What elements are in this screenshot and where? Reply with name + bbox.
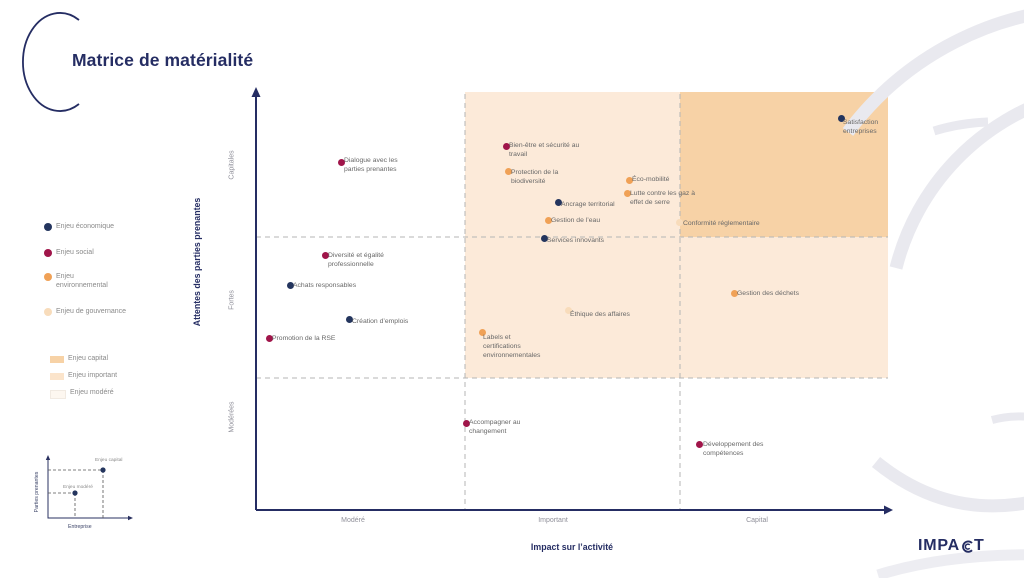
environnemental-dot-icon	[44, 273, 52, 281]
point-label: Gestion des déchets	[737, 290, 799, 297]
economique-dot-icon	[44, 223, 52, 231]
point-label: Gestion de l’eau	[551, 217, 601, 224]
legend-item-zone-modere: Enjeu modéré	[50, 389, 114, 399]
point-label: Éco-mobilité	[632, 176, 670, 183]
point-dot-icon	[540, 234, 548, 242]
point-dot-icon	[337, 158, 345, 166]
logo-c-icon	[962, 540, 973, 553]
point-dot-icon	[695, 440, 703, 448]
point-label: Labels et certifications environnemental…	[483, 334, 541, 359]
logo-text-pre: IMPA	[918, 537, 961, 554]
legend-label: Enjeu social	[56, 249, 94, 256]
mini-point-label-capital: Enjeu capital	[95, 458, 123, 463]
point-label: Dialogue avec les parties prenantes	[344, 157, 398, 173]
point-label: Promotion de la RSE	[272, 335, 336, 342]
point-label: Éthique des affaires	[570, 311, 630, 318]
logo-text-post: T	[974, 537, 985, 554]
point-dot-icon	[462, 419, 470, 427]
point-dot-icon	[564, 306, 572, 314]
point-dot-icon	[478, 328, 486, 336]
x-tick-important: Important	[538, 517, 568, 524]
point-dot-icon	[286, 281, 294, 289]
legend-label: Enjeu modéré	[70, 389, 114, 396]
point-dot-icon	[623, 189, 631, 197]
x-tick-modere: Modéré	[341, 517, 365, 524]
legend-item-social: Enjeu social	[44, 249, 94, 258]
point-label: Services innovants	[547, 237, 605, 244]
legend-item-zone-important: Enjeu important	[50, 372, 117, 381]
point-dot-icon	[544, 216, 552, 224]
point-label: Bien-être et sécurité au travail	[509, 142, 580, 158]
point-label: Satisfaction entreprises	[843, 119, 879, 135]
point-label: Conformité réglementaire	[683, 220, 760, 227]
point-dot-icon	[837, 114, 845, 122]
zone-capital-swatch-icon	[50, 356, 64, 363]
social-dot-icon	[44, 249, 52, 257]
point-dot-icon	[675, 218, 683, 226]
point-label: Diversité et égalité professionnelle	[328, 252, 384, 268]
point-label: Accompagner au changement	[469, 419, 521, 435]
point-label: Achats responsables	[293, 282, 357, 289]
impact-logo: IMPA T	[918, 537, 985, 555]
gouvernance-dot-icon	[44, 308, 52, 316]
point-label: Lutte contre les gaz à effet de serre	[630, 190, 695, 206]
point-dot-icon	[345, 315, 353, 323]
point-label: Développement des compétences	[703, 441, 764, 457]
legend-label: Enjeu capital	[68, 355, 109, 362]
zone-modere-swatch-icon	[50, 390, 66, 399]
legend-label: Enjeu de gouvernance	[56, 308, 127, 315]
point-dot-icon	[504, 167, 512, 175]
mini-x-axis-title: Entreprise	[68, 524, 92, 530]
point-label: Protection de la biodiversité	[511, 169, 559, 185]
legend-label: Enjeu important	[68, 372, 118, 379]
x-axis-title: Impact sur l’activité	[530, 542, 614, 552]
point-dot-icon	[265, 334, 273, 342]
legend-label: Enjeu économique	[56, 223, 114, 230]
legend-label: Enjeu environnemental	[56, 273, 108, 289]
mini-y-axis-title: Parties prenantes	[34, 471, 40, 513]
legend-item-gouvernance: Enjeu de gouvernance	[44, 308, 126, 317]
page-title: Matrice de matérialité	[72, 50, 254, 70]
point-label: Ancrage territorial	[561, 201, 615, 208]
point-dot-icon	[625, 176, 633, 184]
point-dot-icon	[502, 142, 510, 150]
legend-item-environnemental: Enjeu environnemental	[44, 273, 120, 291]
point-dot-icon	[554, 198, 562, 206]
legend-item-economique: Enjeu économique	[44, 223, 114, 232]
x-tick-capital: Capital	[746, 517, 768, 524]
point-dot-icon	[730, 289, 738, 297]
point-dot-icon	[321, 251, 329, 259]
legend-item-zone-capital: Enjeu capital	[50, 355, 108, 364]
zone-important-swatch-icon	[50, 373, 64, 380]
mini-point-label-modere: Enjeu modéré	[63, 485, 93, 490]
point-label: Création d’emplois	[352, 318, 409, 325]
